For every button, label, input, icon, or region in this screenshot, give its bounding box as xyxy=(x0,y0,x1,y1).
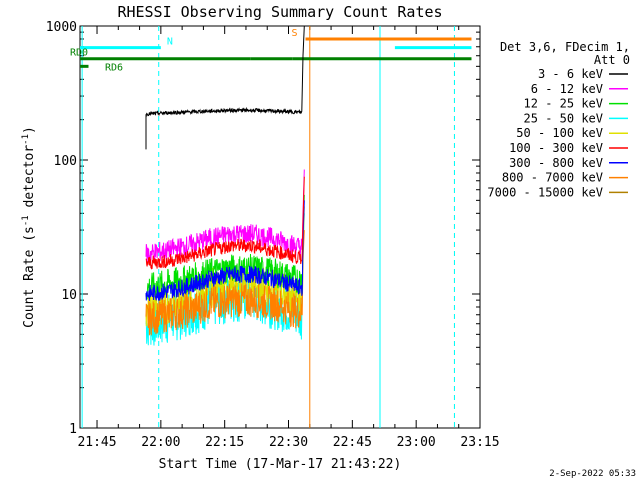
x-axis-label: Start Time (17-Mar-17 21:43:22) xyxy=(159,457,402,472)
series-line xyxy=(145,169,305,263)
legend-label: 50 - 100 keV xyxy=(516,126,603,140)
x-tick-label: 22:45 xyxy=(333,435,372,450)
x-tick-label: 23:00 xyxy=(397,435,436,450)
legend-label: 12 - 25 keV xyxy=(524,97,603,111)
legend-label: 25 - 50 keV xyxy=(524,111,603,125)
legend-label: 6 - 12 keV xyxy=(531,82,603,96)
plot-axes: 1 10 100 1000 21:45 22:00 22:15 22:30 22:45 23:00… xyxy=(46,20,500,450)
y-tick-label: 10 xyxy=(61,288,77,303)
x-tick-label: 22:30 xyxy=(269,435,308,450)
flag-label: N xyxy=(167,37,173,48)
legend-header: Att 0 xyxy=(594,53,630,67)
y-axis-label: Count Rate (s-1 detector-1) xyxy=(21,126,37,328)
series-line xyxy=(145,230,305,336)
plot-marks: N RD0 RD6 S xyxy=(70,25,472,428)
y-tick-label: 100 xyxy=(54,154,77,169)
x-tick-label: 21:45 xyxy=(77,435,116,450)
legend-label: 800 - 7000 keV xyxy=(502,171,603,185)
flag-label: RD0 xyxy=(70,48,88,59)
legend-label: 3 - 6 keV xyxy=(538,67,603,81)
legend-label: 100 - 300 keV xyxy=(509,141,603,155)
x-tick-label: 23:15 xyxy=(460,435,499,450)
y-tick-label: 1 xyxy=(69,422,77,437)
plot-frame xyxy=(79,25,481,429)
flag-label: RD6 xyxy=(105,62,123,73)
series-line xyxy=(145,200,305,301)
legend-label: 300 - 800 keV xyxy=(509,156,603,170)
y-tick-label: 1000 xyxy=(46,20,77,35)
x-tick-label: 22:15 xyxy=(205,435,244,450)
chart-title: RHESSI Observing Summary Count Rates xyxy=(117,3,442,21)
legend-header: Det 3,6, FDecim 1, xyxy=(500,40,630,54)
series-line xyxy=(145,176,305,270)
flag-label: S xyxy=(292,28,298,39)
footer-timestamp: 2-Sep-2022 05:33 xyxy=(549,469,636,479)
x-tick-label: 22:00 xyxy=(141,435,180,450)
series-line xyxy=(145,25,305,150)
legend-label: 7000 - 15000 keV xyxy=(487,185,603,199)
